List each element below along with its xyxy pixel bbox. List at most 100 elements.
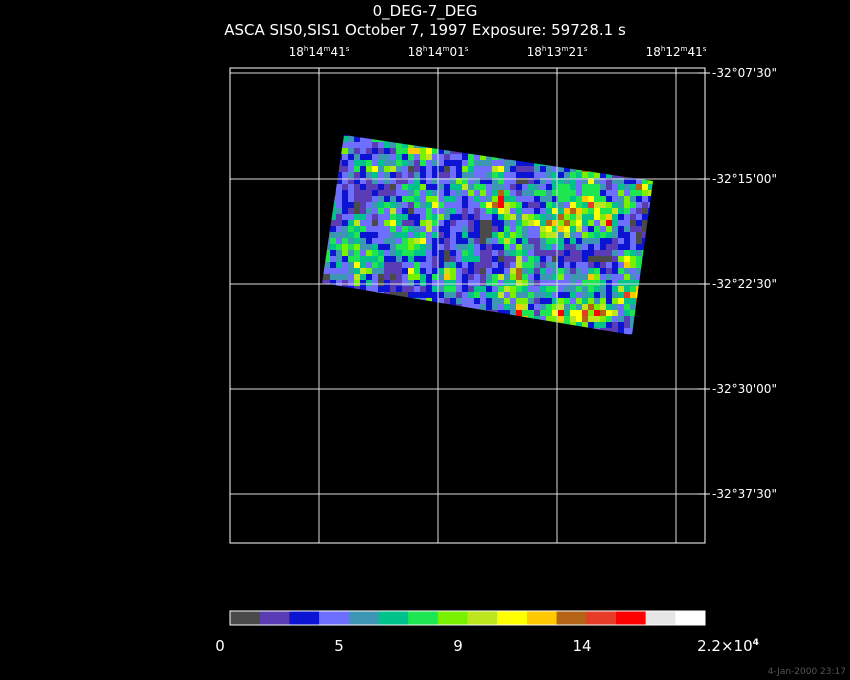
heatmap-cell — [348, 148, 354, 154]
heatmap-cell — [582, 244, 588, 250]
heatmap-cell — [624, 238, 630, 244]
heatmap-cell — [618, 232, 624, 238]
heatmap-cell — [588, 334, 594, 335]
heatmap-cell — [414, 334, 420, 335]
heatmap-cell — [648, 244, 653, 250]
heatmap-cell — [516, 262, 522, 268]
heatmap-cell — [642, 214, 648, 220]
heatmap-cell — [360, 184, 366, 190]
heatmap-cell — [612, 166, 618, 172]
heatmap-cell — [558, 142, 564, 148]
heatmap-cell — [426, 142, 432, 148]
colorbar-tick-label: 5 — [334, 637, 344, 655]
heatmap-cell — [528, 262, 534, 268]
heatmap-cell — [360, 208, 366, 214]
heatmap-cell — [402, 328, 408, 334]
heatmap-cell — [414, 184, 420, 190]
heatmap-cell — [372, 136, 378, 142]
heatmap-cell — [360, 196, 366, 202]
heatmap-cell — [486, 274, 492, 280]
heatmap-cell — [528, 220, 534, 226]
heatmap-cell — [498, 202, 504, 208]
heatmap-cell — [558, 136, 564, 142]
heatmap-cell — [366, 220, 372, 226]
heatmap-cell — [492, 322, 498, 328]
heatmap-cell — [612, 142, 618, 148]
heatmap-cell — [618, 304, 624, 310]
heatmap-cell — [324, 154, 330, 160]
heatmap-cell — [444, 280, 450, 286]
heatmap-cell — [396, 226, 402, 232]
heatmap-cell — [570, 274, 576, 280]
heatmap-cell — [384, 196, 390, 202]
heatmap-cell — [570, 268, 576, 274]
heatmap-cell — [342, 196, 348, 202]
heatmap-cell — [480, 262, 486, 268]
heatmap-cell — [558, 135, 564, 136]
heatmap-cell — [570, 135, 576, 136]
heatmap-cell — [354, 316, 360, 322]
heatmap-cell — [498, 262, 504, 268]
heatmap-cell — [450, 136, 456, 142]
heatmap-cell — [624, 135, 630, 136]
heatmap-cell — [642, 274, 648, 280]
heatmap-cell — [630, 136, 636, 142]
heatmap-cell — [372, 184, 378, 190]
heatmap-cell — [648, 184, 653, 190]
heatmap-cell — [324, 328, 330, 334]
heatmap-cell — [450, 304, 456, 310]
heatmap-cell — [366, 268, 372, 274]
heatmap-cell — [642, 202, 648, 208]
heatmap-cell — [588, 142, 594, 148]
heatmap-cell — [432, 154, 438, 160]
heatmap-cell — [552, 268, 558, 274]
heatmap-cell — [360, 202, 366, 208]
heatmap-cell — [408, 172, 414, 178]
heatmap-cell — [330, 202, 336, 208]
heatmap-cell — [594, 238, 600, 244]
heatmap-cell — [606, 304, 612, 310]
heatmap-cell — [468, 274, 474, 280]
heatmap-cell — [342, 256, 348, 262]
heatmap-cell — [504, 178, 510, 184]
heatmap-cell — [408, 262, 414, 268]
heatmap-cell — [366, 232, 372, 238]
heatmap-cell — [576, 190, 582, 196]
heatmap-cell — [504, 316, 510, 322]
heatmap-cell — [648, 148, 653, 154]
heatmap-cell — [360, 238, 366, 244]
heatmap-cell — [486, 226, 492, 232]
heatmap-cell — [468, 256, 474, 262]
heatmap-cell — [402, 226, 408, 232]
heatmap-cell — [522, 202, 528, 208]
heatmap-cell — [336, 238, 342, 244]
heatmap-cell — [576, 238, 582, 244]
heatmap-cell — [552, 262, 558, 268]
heatmap-cell — [324, 274, 330, 280]
heatmap-cell — [528, 292, 534, 298]
heatmap-cell — [588, 184, 594, 190]
heatmap-cell — [618, 280, 624, 286]
heatmap-cell — [426, 268, 432, 274]
heatmap-cell — [576, 172, 582, 178]
heatmap-cell — [468, 220, 474, 226]
heatmap-cell — [624, 208, 630, 214]
heatmap-cell — [624, 286, 630, 292]
heatmap-cell — [330, 208, 336, 214]
heatmap-cell — [378, 268, 384, 274]
heatmap-cell — [390, 298, 396, 304]
heatmap-cell — [594, 202, 600, 208]
heatmap-cell — [462, 238, 468, 244]
heatmap-cell — [450, 262, 456, 268]
heatmap-cell — [516, 238, 522, 244]
heatmap-cell — [330, 214, 336, 220]
heatmap-cell — [414, 172, 420, 178]
heatmap-cell — [516, 154, 522, 160]
heatmap-cell — [648, 160, 653, 166]
heatmap-cell — [648, 238, 653, 244]
heatmap-cell — [528, 135, 534, 136]
heatmap-cell — [492, 154, 498, 160]
heatmap-cell — [360, 268, 366, 274]
heatmap-cell — [564, 304, 570, 310]
heatmap-cell — [396, 214, 402, 220]
